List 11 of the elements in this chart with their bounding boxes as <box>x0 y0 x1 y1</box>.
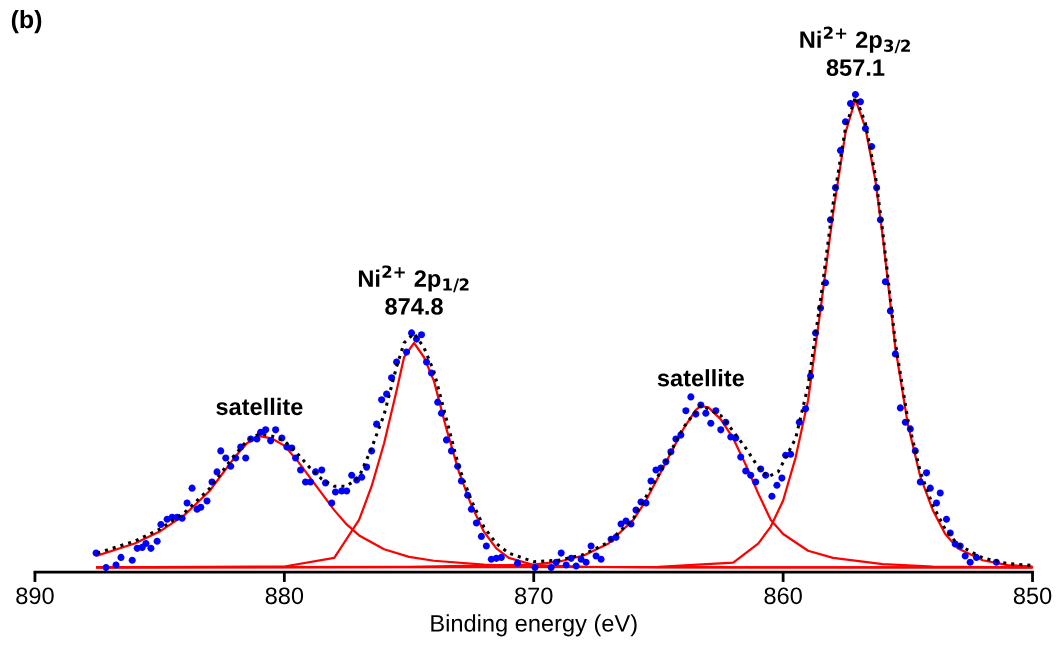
annotation: satellite <box>216 397 303 416</box>
annotation: Ni$^{2+}$ 2p$_{1/2}$ 874.8 <box>358 265 469 315</box>
x-tick-label: 880 <box>265 587 304 605</box>
text: (b) <box>11 9 42 34</box>
x-tick-label: 870 <box>515 587 553 605</box>
x-tick-label: 850 <box>1013 587 1052 605</box>
annotation: Ni$^{2+}$ 2p$_{3/2}$ 857.1 <box>800 26 910 76</box>
x-axis-title: Binding energy (eV) <box>431 614 637 637</box>
annotation: satellite <box>657 369 744 387</box>
x-tick-label: 860 <box>764 587 802 605</box>
x-tick-label: 890 <box>16 587 54 605</box>
